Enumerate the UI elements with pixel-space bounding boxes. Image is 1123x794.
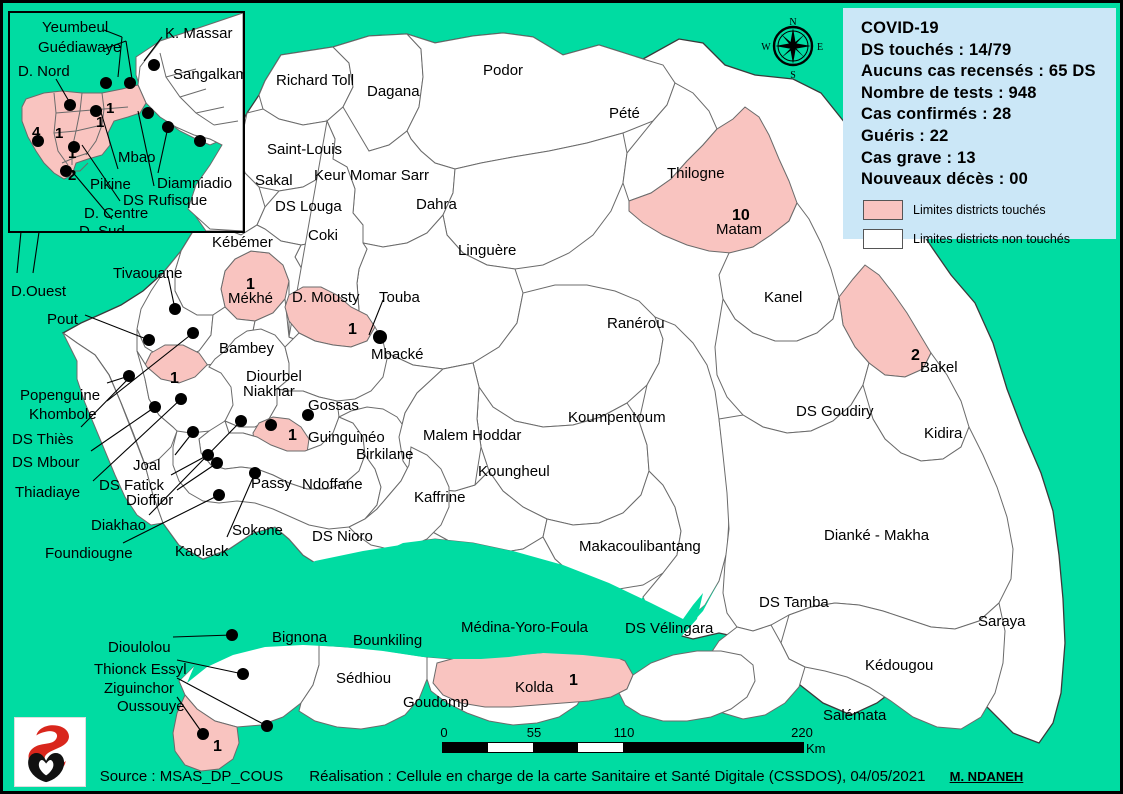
legend-swatch-touched: Limites districts touchés bbox=[863, 199, 1116, 220]
legend-stat-nombre-tests: Nombre de tests : 948 bbox=[861, 83, 1037, 102]
district-polygons bbox=[61, 32, 1066, 772]
legend-heading: COVID-19 bbox=[861, 19, 939, 37]
scale-tick-110: 110 bbox=[613, 725, 635, 740]
dakar-inset-map[interactable]: Yeumbeul Guédiawaye K. Massar Sangalkam D. N… bbox=[8, 11, 245, 233]
scale-bar-ticks: 0 55 110 220 bbox=[440, 725, 813, 742]
legend-swatch-touched-color bbox=[863, 199, 903, 220]
compass-south-label: S bbox=[790, 70, 796, 81]
scale-tick-55: 55 bbox=[526, 725, 542, 740]
footer-source: Source : MSAS_DP_COUS bbox=[99, 768, 284, 785]
scale-tick-0: 0 bbox=[440, 725, 448, 740]
logo-snake-heart-icon bbox=[28, 725, 69, 783]
dakar-inset-svg bbox=[21, 13, 243, 231]
legend-panel: COVID-19 DS touchés : 14/79 Aucuns cas r… bbox=[843, 8, 1116, 249]
legend-stat-gueris: Guéris : 22 bbox=[861, 127, 949, 146]
legend-stat-cas-confirmes: Cas confirmés : 28 bbox=[861, 105, 1012, 124]
legend-stat-aucun-cas: Aucuns cas recensés : 65 DS bbox=[861, 62, 1096, 81]
scale-tick-220: 220 bbox=[791, 725, 813, 740]
compass-north-label: N bbox=[789, 17, 796, 28]
footer-credits: Source : MSAS_DP_COUS Réalisation : Cell… bbox=[3, 768, 1120, 785]
legend-stat-nouveaux-deces: Nouveaux décès : 00 bbox=[861, 170, 1029, 189]
legend-stat-cas-grave: Cas grave : 13 bbox=[861, 148, 976, 167]
compass-west-label: W bbox=[761, 42, 771, 53]
scale-bar: 0 55 110 220 Km bbox=[440, 725, 825, 756]
compass-rose: N S W E bbox=[761, 17, 823, 81]
compass-east-label: E bbox=[817, 42, 823, 53]
scale-bar-segments bbox=[442, 742, 804, 753]
legend-stat-ds-touches: DS touchés : 14/79 bbox=[861, 40, 1012, 59]
footer-realisation: Réalisation : Cellule en charge de la ca… bbox=[309, 768, 926, 785]
senegal-map-svg: .dist { fill:#ffffff; stroke:#6b6b6b; st… bbox=[16, 32, 1066, 772]
ministry-logo bbox=[14, 717, 86, 787]
legend-swatch-touched-label: Limites districts touchés bbox=[913, 202, 1046, 217]
legend-swatch-untouched-color bbox=[863, 228, 903, 249]
city-dots bbox=[123, 303, 387, 740]
legend-swatch-untouched-label: Limites districts non touchés bbox=[913, 231, 1071, 246]
scale-bar-unit: Km bbox=[806, 741, 826, 756]
legend-swatch-untouched: Limites districts non touchés bbox=[863, 228, 1116, 249]
footer-author: M. NDANEH bbox=[949, 769, 1024, 784]
